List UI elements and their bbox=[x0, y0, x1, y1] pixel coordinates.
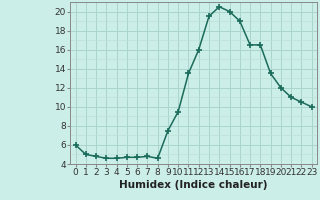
X-axis label: Humidex (Indice chaleur): Humidex (Indice chaleur) bbox=[119, 180, 268, 190]
